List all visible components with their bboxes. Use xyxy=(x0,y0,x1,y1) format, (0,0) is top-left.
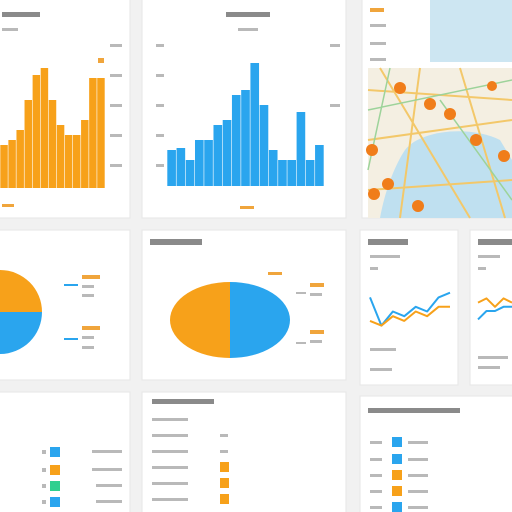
bar xyxy=(176,148,186,186)
pie-slice xyxy=(230,282,290,358)
bar xyxy=(287,160,296,186)
pie-slice xyxy=(0,270,42,354)
bar xyxy=(81,120,89,188)
bar xyxy=(195,140,204,186)
placeholder-text xyxy=(2,8,512,413)
bar xyxy=(24,100,33,188)
bar xyxy=(231,95,241,186)
bar xyxy=(167,150,176,186)
line xyxy=(369,305,450,327)
bar xyxy=(315,145,324,186)
bar xyxy=(16,130,24,188)
bar xyxy=(0,145,8,188)
bar xyxy=(32,75,41,188)
line xyxy=(477,305,512,321)
line xyxy=(477,297,512,308)
list xyxy=(42,418,428,512)
bar xyxy=(97,78,105,188)
bar xyxy=(89,78,97,188)
bar xyxy=(278,160,287,186)
bar xyxy=(305,160,315,186)
bar xyxy=(40,68,49,188)
card xyxy=(359,395,512,512)
bar xyxy=(241,90,250,186)
bar xyxy=(185,160,195,186)
pie-slice xyxy=(170,282,230,358)
bar xyxy=(213,125,223,186)
bar xyxy=(268,150,278,186)
bar xyxy=(250,63,260,186)
bar xyxy=(8,140,16,188)
bar xyxy=(259,105,269,186)
map xyxy=(366,0,512,219)
bar xyxy=(72,135,81,188)
bar xyxy=(222,120,232,186)
pie-slice xyxy=(0,312,42,354)
bar xyxy=(56,125,65,188)
bar xyxy=(296,112,306,186)
bar xyxy=(48,100,57,188)
bar xyxy=(204,140,213,186)
bar xyxy=(64,135,73,188)
